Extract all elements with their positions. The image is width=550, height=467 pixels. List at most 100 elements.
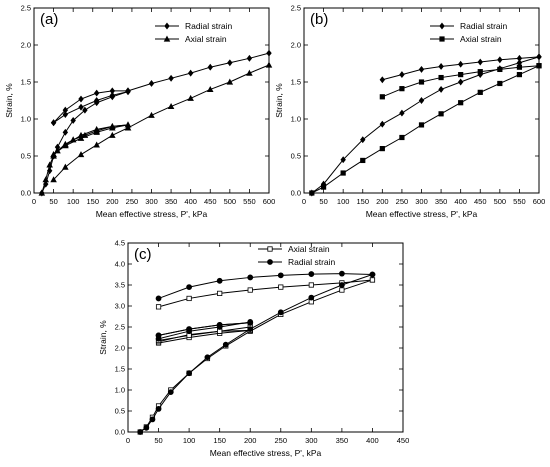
data-point [38,189,46,196]
legend-label: Axial strain [460,34,502,44]
legend-marker [163,35,171,42]
y-tick-label: 4.0 [115,260,125,269]
x-tick-label: 200 [244,436,257,445]
series-line [311,56,540,194]
data-point [217,290,223,297]
y-tick-label: 1.0 [291,115,301,124]
legend-label: Axial strain [185,34,227,44]
series-1: Axial strain [309,34,542,196]
data-point [109,91,116,99]
data-point [340,170,346,176]
data-point [227,59,233,67]
data-point [137,429,144,435]
data-point [62,163,69,170]
data-point [62,111,69,119]
data-point [308,294,315,301]
data-point [124,124,132,131]
data-point [109,131,116,138]
series-line [158,273,373,299]
x-tick-label: 50 [319,197,327,206]
data-point [320,184,327,190]
data-point [516,54,523,62]
data-point [93,89,100,97]
x-tick-label: 500 [494,197,507,206]
x-tick-label: 0 [32,197,36,206]
panel-label: (c) [134,246,152,263]
y-axis-label: Strain, % [274,83,284,118]
data-point [109,87,116,95]
x-tick-label: 400 [184,197,197,206]
data-point [78,103,84,111]
data-point [216,324,223,330]
series-0: Radial strain [39,21,272,197]
y-tick-label: 1.5 [115,365,125,374]
data-point [418,97,425,104]
data-point [247,287,253,293]
y-tick-label: 1.0 [21,115,31,124]
data-point [477,69,483,75]
y-tick-label: 2.5 [115,323,125,332]
series-line [311,65,540,194]
data-point [93,125,100,132]
series-line [158,279,373,308]
x-tick-label: 250 [396,197,409,206]
data-point [186,370,193,377]
data-point [62,106,69,114]
data-point [167,102,175,110]
x-tick-label: 400 [366,436,379,445]
data-point [457,60,464,68]
plot-frame [127,242,404,433]
x-tick-label: 450 [397,436,410,445]
y-tick-label: 0.0 [291,189,301,198]
x-tick-label: 150 [86,197,99,206]
data-point [78,95,84,103]
y-tick-label: 0.5 [115,407,125,416]
data-point [82,106,88,114]
data-point [457,78,464,86]
data-point [143,424,150,431]
data-point [379,76,386,84]
y-tick-label: 2.5 [291,4,301,13]
data-point [477,58,483,66]
y-tick-label: 3.0 [115,302,125,311]
data-point [278,284,284,290]
data-point [339,287,345,293]
x-tick-label: 300 [145,197,158,206]
data-point [516,64,523,70]
data-point [309,190,315,196]
x-tick-label: 0 [302,197,306,206]
data-point [369,271,376,278]
legend-marker [439,36,445,42]
series-0: Axial strain [137,244,376,435]
data-point [155,304,162,310]
y-tick-label: 2.0 [291,41,301,50]
data-point [93,97,100,104]
series-line [53,127,129,181]
data-point [360,136,366,144]
x-axis-label: Mean effective stress, P', kPa [366,209,478,219]
y-tick-label: 2.0 [21,41,31,50]
x-tick-label: 200 [106,197,119,206]
data-point [216,277,223,284]
data-point [379,94,385,100]
x-axis-label: Mean effective stress, P', kPa [210,448,322,458]
x-tick-label: 100 [337,197,350,206]
data-point [458,100,464,106]
data-point [338,282,345,288]
data-point [149,416,156,423]
data-point [62,128,69,136]
data-point [536,53,542,61]
series-1: Radial strain [137,257,376,435]
x-tick-label: 300 [415,197,428,206]
data-point [399,86,405,92]
data-point [109,122,116,130]
series-line [158,329,251,344]
data-point [536,63,542,69]
data-point [369,277,376,283]
data-point [458,72,464,78]
x-tick-label: 50 [49,197,57,206]
data-point [438,63,444,70]
x-tick-label: 500 [224,197,237,206]
data-point [50,119,57,127]
data-point [516,72,523,78]
